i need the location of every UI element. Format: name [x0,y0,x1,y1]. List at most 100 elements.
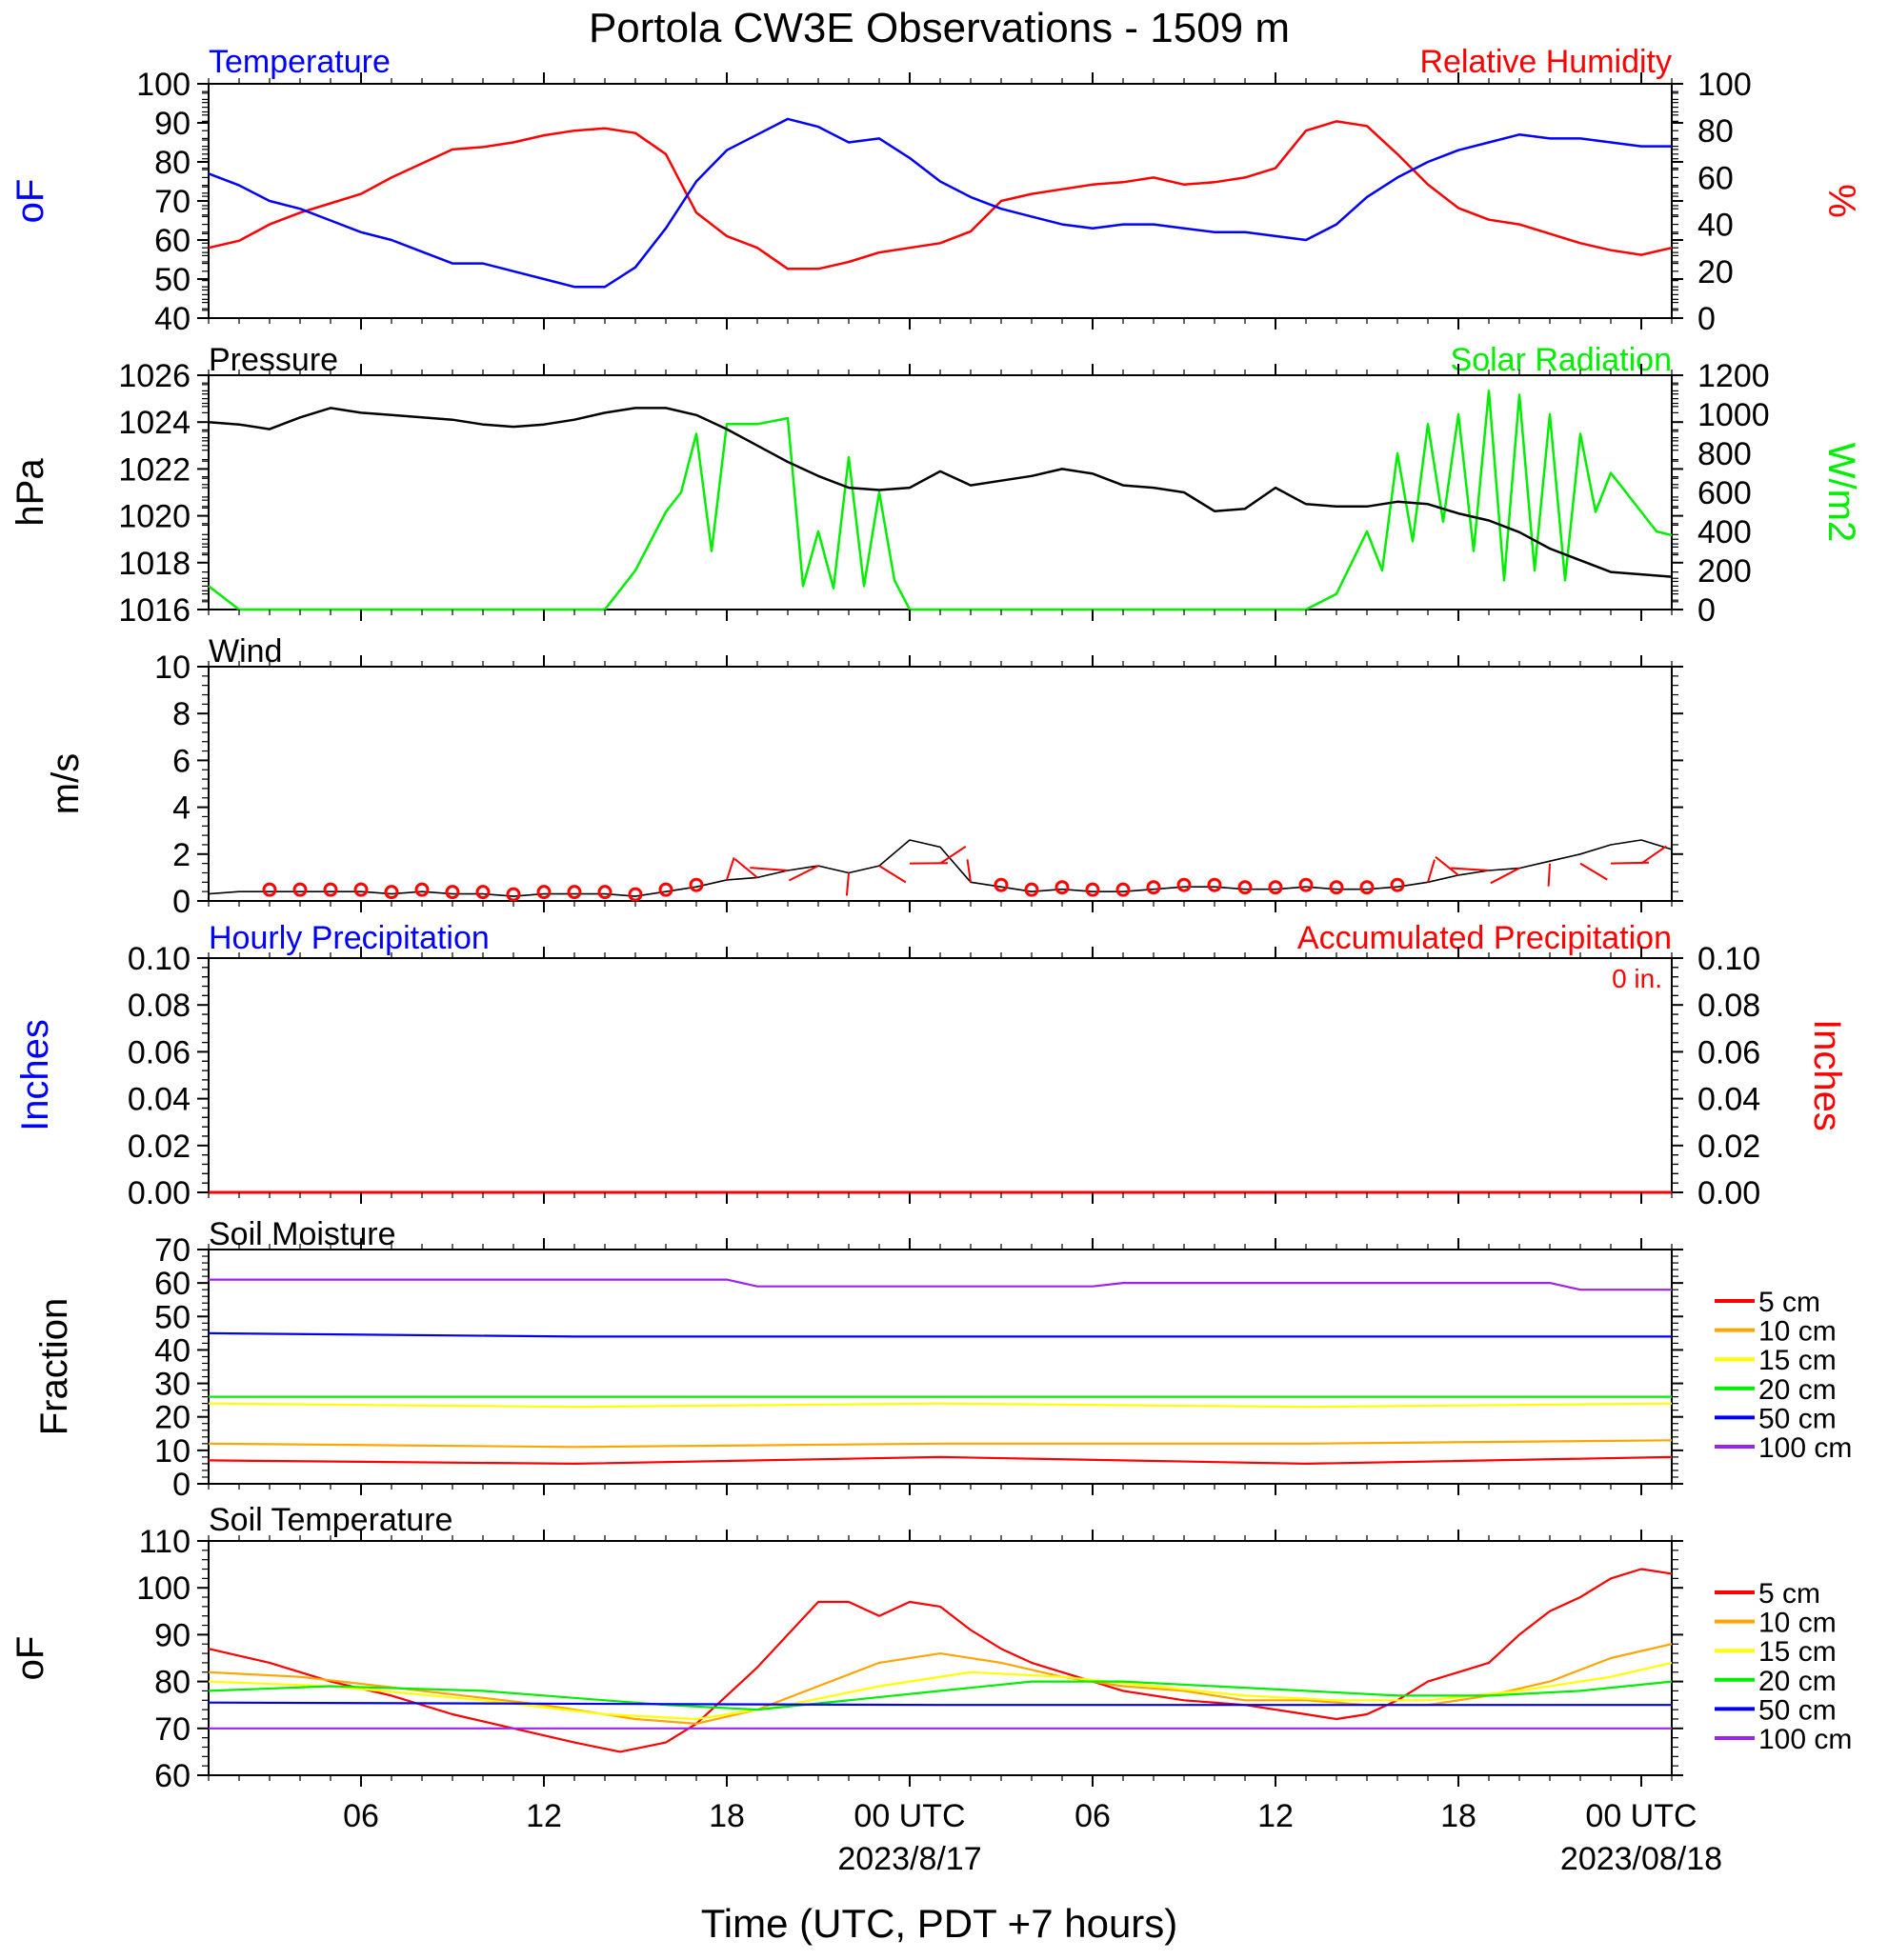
x-tick-label: 06 [343,1798,379,1834]
y-tick-label: 100 [136,1570,191,1607]
hourly-precip-title: Hourly Precipitation [209,920,490,956]
panel-temperature-humidity: Temperature Relative Humidity oF % 10090… [10,44,1862,337]
wind-calm-marker [264,884,275,895]
wind-calm-marker [630,889,641,900]
wind-barb [1580,864,1607,880]
soil-moisture-line [209,1280,1672,1290]
soil-temperature-title: Soil Temperature [209,1502,452,1538]
humidity-unit-label: % [1820,184,1862,218]
legend-label: 50 cm [1758,1694,1837,1726]
y-tick-label: 0 [1697,592,1716,629]
y-tick-label: 20 [154,1400,191,1436]
y-tick-label: 8 [172,696,191,732]
y-tick-label: 10 [154,650,191,686]
wind-calm-marker [477,887,489,898]
soil-moisture-title: Soil Moisture [209,1216,396,1252]
wind-barb [879,866,906,882]
solar-title: Solar Radiation [1451,342,1672,378]
wind-calm-marker [386,887,397,898]
pressure-title: Pressure [209,342,338,378]
wind-unit-label: m/s [45,753,87,814]
wind-calm-marker [447,887,458,898]
x-date-label: 2023/8/17 [837,1841,981,1877]
y-tick-label: 0.04 [1697,1082,1760,1118]
wind-title: Wind [209,633,282,670]
y-tick-label: 40 [1697,208,1734,244]
panel-frame [209,1250,1672,1484]
legend-label: 15 cm [1758,1345,1837,1376]
accum-precip-title: Accumulated Precipitation [1297,920,1672,956]
y-tick-label: 6 [172,743,191,779]
y-tick-label: 80 [154,145,191,181]
y-tick-label: 0 [1697,301,1716,337]
y-tick-label: 110 [139,1524,191,1560]
wind-calm-marker [599,887,611,898]
wind-calm-marker [1300,879,1312,890]
figure-title: Portola CW3E Observations - 1509 m [589,5,1290,51]
temperature-unit-label: oF [10,179,51,224]
wind-calm-marker [1056,882,1068,893]
wind-barb [1436,857,1458,875]
y-tick-label: 60 [154,223,191,259]
wind-calm-marker [1239,882,1251,893]
y-tick-label: 0.08 [128,988,191,1024]
wind-barb [1451,869,1489,871]
x-tick-label: 00 UTC [1585,1798,1697,1834]
legend-label: 20 cm [1758,1374,1837,1406]
y-tick-label: 2 [172,837,191,873]
panel-precipitation: Hourly Precipitation Accumulated Precipi… [14,920,1848,1211]
y-tick-label: 1022 [118,451,191,488]
soil-temperature-unit-label: oF [10,1636,51,1681]
accum-precip-unit-label: Inches [1806,1019,1848,1131]
wind-calm-marker [538,887,550,898]
y-tick-label: 1200 [1697,358,1770,394]
y-tick-label: 70 [154,184,191,220]
wind-calm-marker [660,884,672,895]
legend-label: 5 cm [1758,1287,1820,1318]
y-tick-label: 90 [154,1617,191,1653]
y-tick-label: 1024 [118,405,191,441]
y-tick-label: 10 [154,1433,191,1470]
y-tick-label: 1020 [118,499,191,535]
x-axis-title: Time (UTC, PDT +7 hours) [701,1901,1178,1946]
soil-temperature-line [209,1644,1672,1724]
y-tick-label: 1018 [118,546,191,582]
humidity-line [209,121,1672,269]
x-tick-label: 06 [1075,1798,1111,1834]
y-tick-label: 40 [154,1332,191,1369]
temperature-title: Temperature [209,44,391,80]
legend-label: 5 cm [1758,1578,1820,1610]
y-tick-label: 0.06 [128,1034,191,1070]
accum-precip-value: 0 in. [1612,964,1662,993]
x-tick-label: 18 [709,1798,745,1834]
solar-unit-label: W/m2 [1820,443,1862,542]
wind-calm-marker [1392,879,1403,890]
wind-calm-marker [1148,882,1159,893]
wind-calm-marker [508,889,519,900]
wind-barb [847,872,849,895]
x-tick-label: 00 UTC [854,1798,965,1834]
pressure-line [209,408,1672,576]
y-tick-label: 800 [1697,436,1752,472]
wind-calm-marker [325,884,336,895]
y-tick-label: 0 [172,1467,191,1503]
wind-calm-marker [1361,882,1373,893]
wind-barb [1549,864,1550,887]
y-tick-label: 200 [1697,553,1752,590]
x-tick-label: 12 [1257,1798,1294,1834]
x-tick-label: 18 [1440,1798,1476,1834]
wind-barb [750,868,788,870]
y-tick-label: 60 [1697,160,1734,196]
y-tick-label: 30 [154,1367,191,1403]
soil-moisture-line [209,1457,1672,1464]
panel-frame [209,958,1672,1192]
